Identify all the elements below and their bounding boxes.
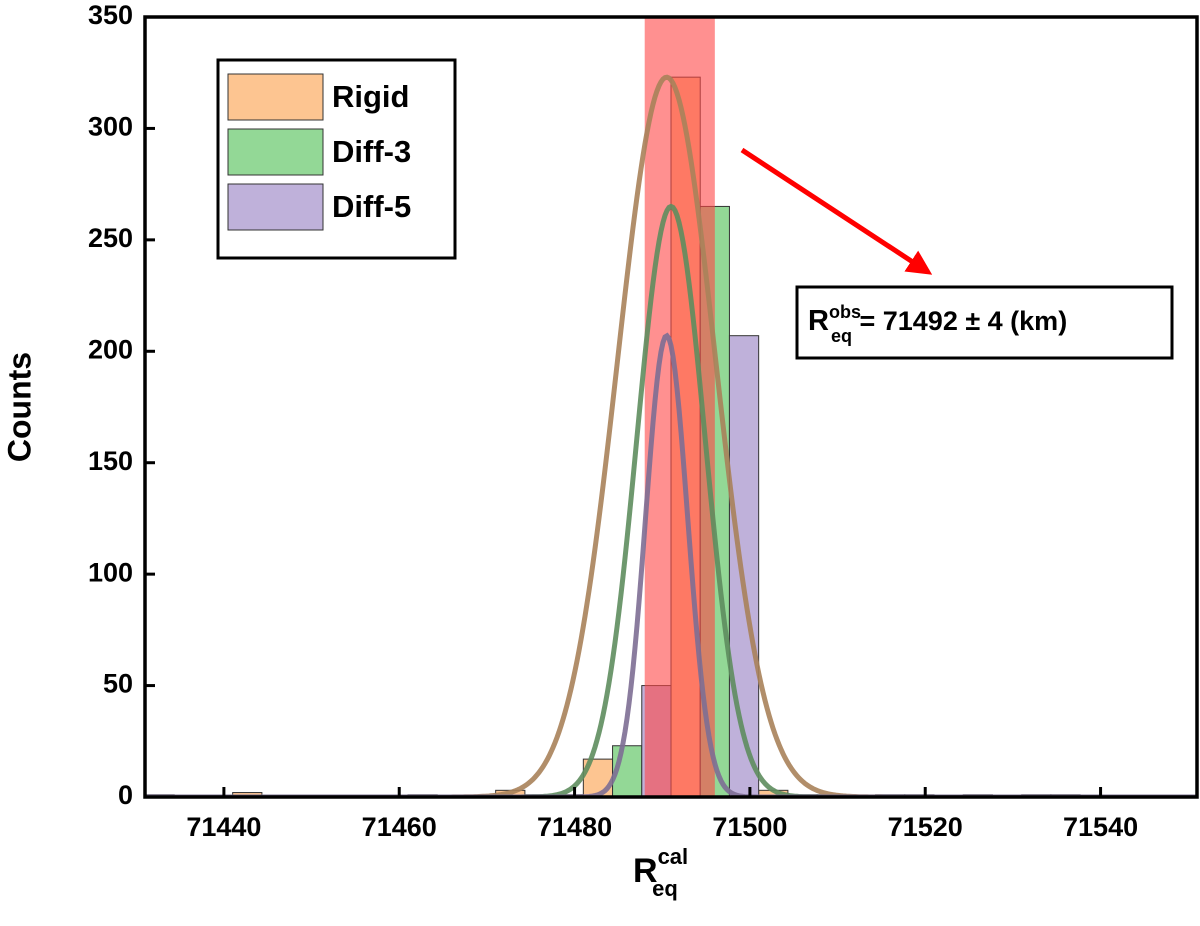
- fit-curve: [145, 203, 1197, 797]
- bar: [728, 335, 760, 797]
- x-tick-label: 71500: [712, 812, 787, 842]
- annotation-text: Robs eq = 71492 ± 4 (km): [808, 302, 1067, 346]
- annotation-main: R: [808, 305, 829, 337]
- axes: 0 50 100 150 200 250 300 350 71440 71460 71480 7150…: [88, 0, 1138, 842]
- x-label-main: R: [633, 852, 658, 890]
- x-tick-label: 71540: [1063, 812, 1138, 842]
- y-axis-label: Counts: [1, 352, 37, 462]
- legend-label: Rigid: [332, 79, 410, 114]
- legend-swatch: [227, 183, 324, 231]
- plot-area: [145, 17, 1197, 797]
- x-tick-label: 71460: [362, 812, 437, 842]
- y-tick-label: 150: [88, 446, 133, 476]
- legend-swatch: [227, 128, 324, 176]
- y-tick-label: 200: [88, 334, 133, 364]
- annotation-box: [795, 285, 1174, 360]
- x-tick-label: 71440: [186, 812, 261, 842]
- x-label-sub: eq: [652, 876, 678, 901]
- legend-swatch: [227, 73, 324, 121]
- y-tick-label: 300: [88, 112, 133, 142]
- legend-label: Diff-5: [332, 189, 411, 224]
- annotation-sub: eq: [831, 326, 852, 346]
- y-tick-label: 50: [103, 669, 133, 699]
- y-tick-label: 250: [88, 223, 133, 253]
- y-tick-label: 350: [88, 0, 133, 30]
- x-tick-label: 71480: [537, 812, 612, 842]
- y-tick-label: 0: [118, 780, 133, 810]
- fit-curve: [145, 332, 1197, 797]
- x-tick-label: 71520: [888, 812, 963, 842]
- fit-curve: [145, 74, 1197, 797]
- x-axis-label: Rcal eq: [633, 844, 688, 901]
- legend-label: Diff-3: [332, 134, 411, 169]
- y-tick-label: 100: [88, 557, 133, 587]
- x-label-sup: cal: [658, 844, 689, 869]
- axis-frame: [143, 15, 1199, 799]
- annotation-arrow: [740, 147, 933, 275]
- annotation-sup: obs: [829, 302, 861, 322]
- annotation-rest: = 71492 ± 4 (km): [852, 306, 1067, 336]
- legend: Rigid Diff-3 Diff-5: [216, 58, 457, 260]
